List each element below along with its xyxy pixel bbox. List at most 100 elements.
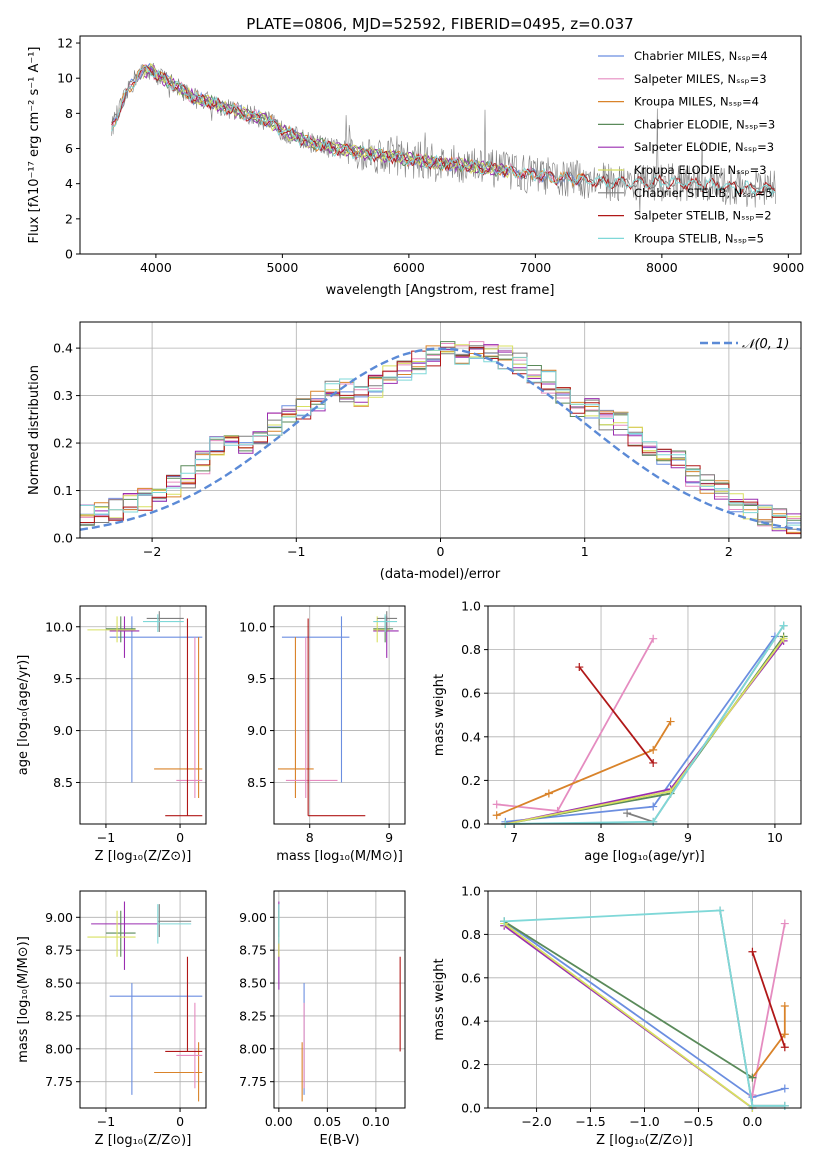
x-tick-label: −2 <box>143 544 161 559</box>
z-weight-frame <box>487 890 802 1109</box>
y-tick-label: 8.00 <box>45 1041 73 1056</box>
weight-marker <box>748 947 757 956</box>
y-tick-label: 9.5 <box>53 671 73 686</box>
legend-label: Salpeter ELODIE, Nₛₛₚ=3 <box>634 140 774 154</box>
x-tick-label: 0.0 <box>742 1114 762 1129</box>
weight-marker <box>748 1101 757 1110</box>
weight-line <box>578 666 654 764</box>
y-tick-label: 8 <box>65 106 73 121</box>
y-tick-label: 0.3 <box>53 388 73 403</box>
legend-label: Salpeter MILES, Nₛₛₚ=3 <box>634 72 767 86</box>
y-tick-label: 0.0 <box>461 817 481 832</box>
weight-marker <box>780 1043 789 1052</box>
errorbar-kroupa-elodie <box>87 910 136 957</box>
weight-line <box>751 951 786 1048</box>
errorbar-chabrier-elodie <box>105 910 136 957</box>
errorbar-kroupa-elodie <box>87 616 136 643</box>
weight-series-chabrier-elodie <box>501 632 788 828</box>
weight-marker <box>649 758 658 767</box>
age-weight-xlabel: age [log₁₀(age/yr)] <box>584 849 705 864</box>
y-tick-label: 0.8 <box>461 642 481 657</box>
weight-marker <box>649 802 658 811</box>
x-tick-label: −1.0 <box>629 1114 659 1129</box>
weight-marker <box>780 1084 789 1093</box>
y-tick-label: 8.5 <box>247 775 267 790</box>
legend-label: Chabrier ELODIE, Nₛₛₚ=3 <box>634 117 775 131</box>
y-tick-label: 8.25 <box>239 1008 267 1023</box>
legend-label: Salpeter STELIB, Nₛₛₚ=2 <box>634 209 772 223</box>
y-tick-label: 0.6 <box>461 970 481 985</box>
legend-label: 𝒩(0, 1) <box>742 337 789 352</box>
errorbar-chabrier-miles <box>109 983 203 1095</box>
weight-series-salpeter-elodie <box>501 636 788 828</box>
y-tick-label: 0.4 <box>53 341 73 356</box>
weight-line <box>503 922 753 1109</box>
z-age-xlabel: Z [log₁₀(Z/Z⊙)] <box>95 849 192 864</box>
weight-series-salpeter-miles <box>492 634 658 815</box>
y-tick-label: 8.50 <box>239 976 267 991</box>
residuals-xlabel: (data-model)/error <box>380 567 501 582</box>
weight-line <box>626 625 785 823</box>
model-spectrum-salpeter-elodie <box>142 64 510 176</box>
y-tick-label: 1.0 <box>461 599 481 614</box>
age-weight-axes <box>484 605 801 828</box>
x-tick-label: −2.0 <box>521 1114 551 1129</box>
residuals-ylabel: Normed distribution <box>27 365 42 495</box>
weight-line <box>496 721 672 817</box>
weight-marker <box>779 634 788 643</box>
y-tick-label: 8.00 <box>239 1041 267 1056</box>
y-tick-label: 0.2 <box>461 1057 481 1072</box>
y-tick-label: 9.00 <box>45 910 73 925</box>
weight-marker <box>649 745 658 754</box>
y-tick-label: 8.75 <box>45 943 73 958</box>
mass-age-frame <box>273 605 406 825</box>
x-tick-label: 7 <box>510 830 518 845</box>
weight-line <box>505 638 785 825</box>
y-tick-label: 0.0 <box>53 531 73 546</box>
weight-line <box>503 920 753 1079</box>
errorbar-chabrier-miles <box>109 616 203 783</box>
weight-marker <box>492 800 501 809</box>
x-tick-label: 8000 <box>646 260 678 275</box>
weight-series-chabrier-elodie <box>500 917 757 1082</box>
z-mass-ylabel: mass [log₁₀(M/M⊙)] <box>16 936 31 1063</box>
age-weight-ylabel: mass weight <box>432 674 447 756</box>
x-tick-label: 8 <box>597 830 605 845</box>
residuals-frame <box>79 321 802 539</box>
weight-marker <box>780 1030 789 1039</box>
weight-marker <box>666 717 675 726</box>
legend-label: Kroupa STELIB, Nₛₛₚ=5 <box>634 231 764 245</box>
errorbar-salpeter-stelib <box>165 956 203 1052</box>
x-tick-label: −1.5 <box>575 1114 605 1129</box>
legend-label: Chabrier STELIB, Nₛₛₚ=5 <box>634 186 773 200</box>
z-mass-xlabel: Z [log₁₀(Z/Z⊙)] <box>95 1133 192 1148</box>
errorbar-kroupa-stelib <box>157 904 192 944</box>
errorbar-kroupa-miles <box>154 637 203 799</box>
legend-label: Chabrier MILES, Nₛₛₚ=4 <box>634 49 768 63</box>
weight-marker <box>623 809 632 818</box>
normal-curve <box>79 347 802 531</box>
y-tick-label: 10.0 <box>239 619 267 634</box>
ebv-mass-xlabel: E(B-V) <box>319 1133 359 1148</box>
x-tick-label: 6000 <box>393 260 425 275</box>
weight-marker <box>779 621 788 630</box>
y-tick-label: 10.0 <box>45 619 73 634</box>
x-tick-label: 4000 <box>140 260 172 275</box>
weight-line <box>496 638 654 812</box>
weight-line <box>504 909 785 1107</box>
y-tick-label: 0.2 <box>461 773 481 788</box>
errorbar-chabrier-miles <box>281 616 350 783</box>
weight-marker <box>780 1002 789 1011</box>
y-tick-label: 0.4 <box>461 1014 481 1029</box>
y-tick-label: 6 <box>65 141 73 156</box>
errorbar-salpeter-stelib <box>165 618 203 817</box>
weight-marker <box>748 1073 757 1082</box>
z-mass-frame <box>79 890 207 1109</box>
weight-marker <box>780 1101 789 1110</box>
weight-series-kroupa-miles <box>492 717 675 820</box>
x-tick-label: 7000 <box>519 260 551 275</box>
weight-marker <box>575 663 584 672</box>
x-tick-label: 9000 <box>772 260 804 275</box>
weight-marker <box>544 789 553 798</box>
weight-marker <box>492 811 501 820</box>
